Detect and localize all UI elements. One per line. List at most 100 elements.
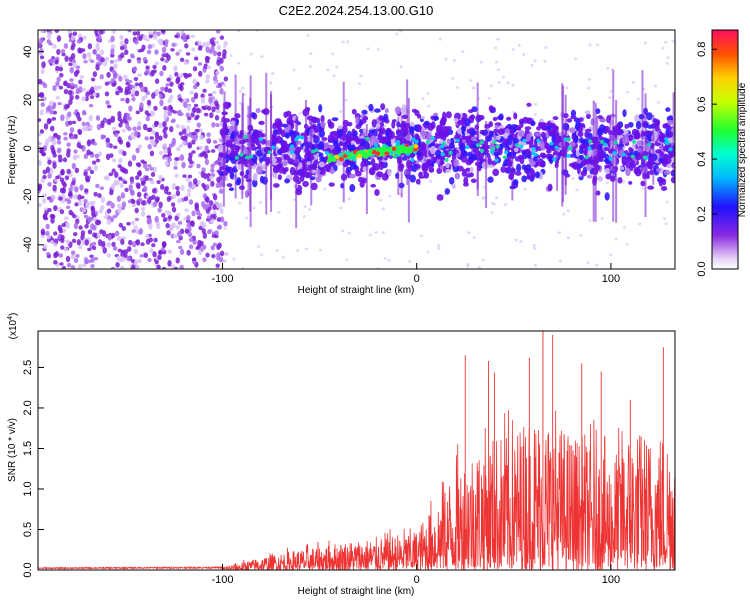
background-speckle [260, 55, 264, 59]
snr-panel: -100 0 100 0.0 0.5 1.0 1.5 2.0 2.5 Height of st… [7, 313, 676, 597]
noise-blob [167, 249, 172, 254]
signal-blob [658, 133, 664, 143]
noise-blob [212, 90, 217, 95]
background-speckle [579, 234, 583, 237]
noise-blob [83, 153, 89, 160]
noise-blob [210, 245, 215, 251]
signal-blob [500, 166, 506, 173]
background-speckle [523, 187, 527, 191]
background-speckle [296, 249, 300, 253]
signal-blob [645, 174, 650, 180]
noise-blob [166, 196, 172, 202]
background-speckle [303, 205, 307, 209]
noise-blob [66, 168, 71, 175]
background-speckle [596, 43, 600, 47]
noise-blob [145, 67, 150, 75]
noise-blob [78, 79, 83, 85]
noise-blob [212, 242, 218, 247]
noise-blob [92, 232, 97, 238]
highlight-blob [642, 155, 648, 160]
signal-blob [625, 167, 631, 177]
spectrogram-x-tick-label: 100 [602, 273, 620, 285]
noise-blob [104, 56, 110, 62]
noise-blob [149, 248, 154, 254]
signal-blob [374, 108, 381, 113]
spectrogram-y-label: Frequency (Hz) [7, 116, 18, 185]
signal-blob [256, 149, 264, 157]
noise-blob [39, 37, 44, 44]
background-speckle [237, 30, 241, 33]
noise-blob [154, 89, 160, 96]
noise-blob [128, 239, 133, 246]
noise-blob [49, 100, 54, 107]
noise-blob [161, 212, 166, 218]
signal-blob [539, 152, 546, 158]
highlight-blob [519, 144, 524, 149]
noise-blob [136, 191, 142, 198]
signal-blob [552, 116, 559, 121]
highlight-blob [295, 135, 301, 140]
noise-blob [166, 147, 172, 154]
noise-blob [92, 142, 98, 146]
noise-blob [72, 154, 78, 161]
noise-blob [63, 80, 68, 86]
noise-blob [71, 162, 77, 170]
background-speckle [222, 45, 227, 49]
noise-blob [164, 161, 169, 166]
noise-blob [47, 172, 52, 179]
background-speckle [298, 112, 302, 115]
background-speckle [374, 231, 378, 234]
signal-blob [488, 105, 494, 112]
signal-blob [328, 182, 335, 187]
noise-blob [64, 55, 69, 62]
highlight-blob [365, 136, 370, 141]
noise-blob [186, 192, 191, 198]
noise-blob [118, 176, 123, 181]
background-speckle [511, 48, 515, 51]
noise-blob [114, 59, 119, 63]
noise-blob [186, 215, 191, 221]
noise-blob [167, 88, 173, 94]
noise-blob [40, 102, 46, 107]
signal-blob [570, 109, 577, 118]
background-speckle [586, 261, 590, 265]
signal-blob [533, 155, 538, 162]
signal-blob [320, 115, 325, 123]
signal-blob [312, 162, 317, 170]
background-speckle [469, 79, 473, 83]
background-speckle [565, 86, 569, 90]
noise-blob [117, 248, 123, 253]
noise-blob [177, 197, 182, 204]
noise-blob [167, 110, 172, 117]
signal-blob [318, 167, 326, 176]
signal-blob [430, 156, 438, 161]
noise-blob [70, 52, 76, 60]
spectrogram-y-tick-label: 20 [22, 94, 34, 106]
signal-blob [634, 131, 641, 140]
noise-blob [115, 90, 120, 96]
noise-blob [127, 58, 132, 64]
noise-blob [97, 34, 102, 42]
highlight-blob [664, 136, 669, 141]
noise-blob [133, 76, 139, 82]
signal-blob [394, 106, 401, 115]
noise-blob [198, 128, 203, 133]
background-speckle [503, 203, 508, 206]
signal-blob [541, 122, 547, 128]
noise-blob [131, 199, 136, 205]
noise-blob [213, 75, 218, 82]
highlight-blob [587, 146, 592, 151]
background-speckle [344, 98, 348, 102]
noise-blob [216, 217, 222, 222]
noise-blob [66, 142, 71, 147]
noise-blob [169, 125, 174, 133]
noise-blob [183, 72, 189, 79]
background-speckle [636, 97, 640, 101]
noise-blob [146, 49, 152, 55]
signal-blob [439, 165, 444, 170]
noise-blob [210, 180, 215, 187]
noise-blob [173, 160, 179, 166]
ridge-blob [358, 150, 364, 155]
noise-blob [159, 70, 164, 77]
noise-blob [41, 97, 46, 102]
